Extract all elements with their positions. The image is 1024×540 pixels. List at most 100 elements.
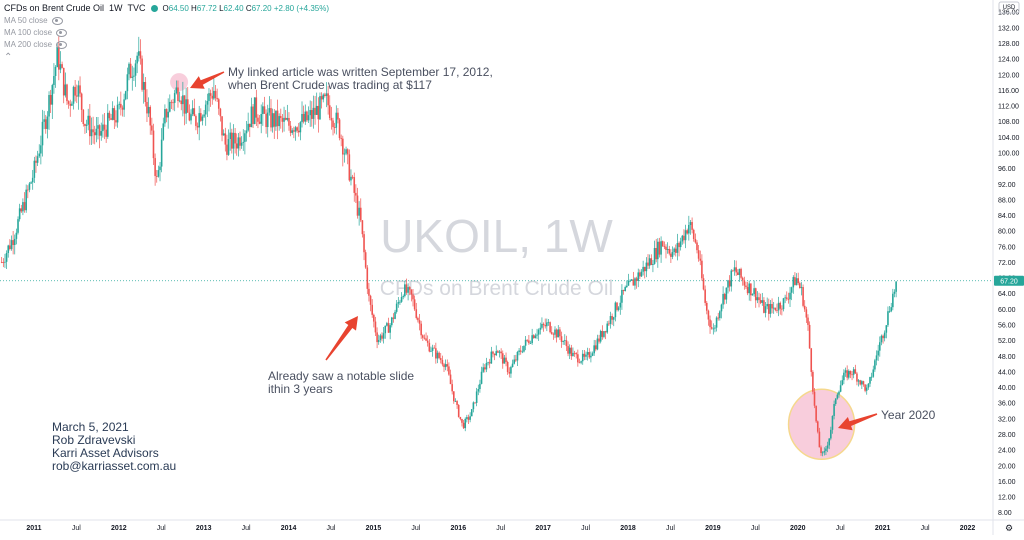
eye-icon[interactable]: [56, 28, 68, 37]
candle-body: [453, 391, 455, 402]
candle-body: [852, 369, 855, 375]
candle-body: [508, 372, 511, 374]
candle-body: [696, 242, 698, 251]
y-tick-label: 64.00: [998, 291, 1016, 298]
candle-body: [430, 350, 432, 352]
indicator-ma100[interactable]: MA 100 close: [4, 28, 68, 37]
candle-body: [797, 278, 799, 284]
candle-body: [505, 357, 507, 362]
candle-body: [650, 258, 653, 265]
candle-body: [635, 278, 638, 281]
candle-body: [655, 247, 657, 260]
x-tick-label: Jul: [921, 525, 930, 532]
annotation-slide: Already saw a notable slide ithin 3 year…: [268, 369, 415, 396]
candle-body: [294, 127, 297, 132]
y-tick-label: 52.00: [998, 338, 1016, 345]
candle-body: [44, 119, 47, 129]
candle-body: [665, 246, 667, 250]
candle-body: [761, 300, 764, 303]
candle-body: [831, 415, 834, 430]
eye-icon[interactable]: [51, 16, 63, 25]
candle-body: [382, 333, 385, 339]
candle-body: [149, 106, 152, 126]
candle-body: [405, 284, 408, 293]
candle-body: [712, 328, 715, 330]
candle-body: [557, 329, 560, 338]
collapse-legend-button[interactable]: ⌃: [4, 52, 12, 63]
candle-body: [705, 302, 708, 311]
candle-body: [647, 262, 649, 266]
candles: [0, 35, 897, 457]
candle-body: [699, 258, 702, 261]
candle-body: [332, 120, 334, 128]
candle-body: [807, 317, 809, 325]
candle-body: [484, 367, 486, 370]
candle-body: [248, 123, 251, 128]
candle-body: [13, 238, 16, 246]
candle-body: [244, 133, 246, 142]
candle-body: [640, 271, 643, 277]
candle-body: [774, 307, 777, 311]
candle-body: [503, 357, 506, 364]
candle-body: [240, 142, 243, 146]
candle-body: [322, 94, 325, 100]
chevron-up-icon[interactable]: ⌃: [4, 52, 13, 63]
candle-body: [805, 309, 808, 318]
indicator-ma50[interactable]: MA 50 close: [4, 16, 63, 25]
candle-body: [237, 137, 240, 149]
candle-body: [630, 279, 633, 281]
eye-icon[interactable]: [56, 40, 68, 49]
candle-body: [368, 288, 370, 296]
candle-body: [312, 107, 315, 119]
x-tick-label: 2021: [875, 525, 891, 532]
candle-body: [657, 241, 659, 260]
candle-body: [887, 311, 889, 326]
candle-body: [425, 338, 427, 341]
symbol-name[interactable]: CFDs on Brent Crude Oil: [4, 3, 105, 13]
candle-body: [239, 137, 241, 146]
candle-body: [803, 305, 806, 310]
candle-body: [115, 120, 117, 123]
y-tick-label: 60.00: [998, 307, 1016, 314]
candle-body: [350, 176, 352, 181]
y-tick-label: 92.00: [998, 182, 1016, 189]
candle-body: [888, 311, 891, 313]
candle-body: [547, 322, 550, 324]
candle-body: [20, 208, 23, 212]
candle-body: [694, 239, 697, 243]
candle-body: [271, 113, 274, 128]
x-tick-label: Jul: [666, 525, 675, 532]
candle-body: [663, 246, 666, 248]
candle-body: [38, 153, 41, 157]
candle-body: [643, 266, 646, 272]
candle-body: [164, 109, 166, 124]
candle-body: [221, 116, 223, 136]
candle-body: [531, 335, 533, 344]
candle-body: [560, 336, 563, 342]
candle-body: [22, 202, 24, 212]
interval-label[interactable]: 1W: [109, 3, 123, 13]
settings-gear-icon[interactable]: ⚙: [1005, 524, 1013, 534]
candle-body: [4, 261, 6, 263]
ohlc-values: O64.50 H67.72 L62.40 C67.20 +2.80 (+4.35…: [162, 3, 330, 13]
candle-body: [169, 101, 171, 112]
candle-body: [366, 267, 369, 289]
candle-body: [474, 402, 476, 404]
candle-body: [25, 189, 27, 211]
signature-email[interactable]: rob@karriasset.com.au: [52, 459, 177, 473]
candle-body: [542, 323, 545, 326]
candle-body: [689, 222, 692, 225]
candle-body: [28, 183, 31, 190]
candle-body: [397, 302, 400, 304]
candle-body: [472, 402, 475, 410]
indicator-ma200[interactable]: MA 200 close: [4, 40, 68, 49]
candle-body: [27, 189, 29, 191]
candle-body: [759, 300, 762, 303]
y-tick-label: 56.00: [998, 323, 1016, 330]
candle-body: [18, 208, 21, 220]
candle-body: [435, 348, 437, 359]
annotation-year-2020: Year 2020: [881, 408, 936, 422]
y-tick-label: 20.00: [998, 463, 1016, 470]
